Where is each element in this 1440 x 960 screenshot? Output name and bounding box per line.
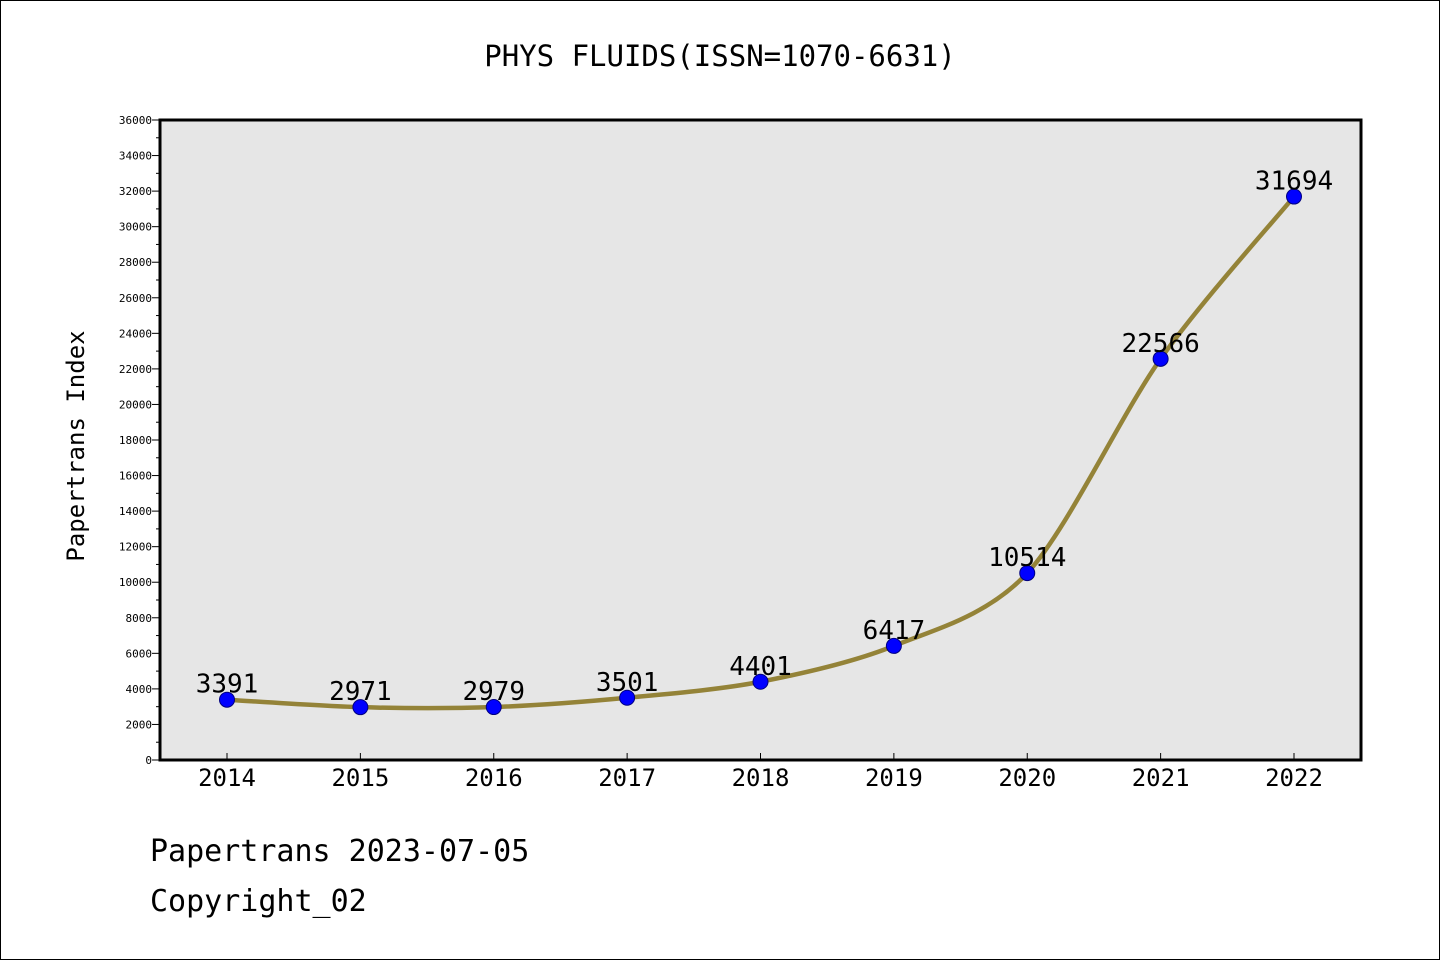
- footer-copyright-text: Copyright_02: [150, 884, 367, 919]
- y-tick-label: 2000: [126, 718, 153, 731]
- data-point-marker: [485, 699, 502, 716]
- x-axis-ticks: 2014 2015 2016 2017 2018 2019 2020 2021 2022: [198, 753, 1323, 792]
- plot-area: [160, 120, 1361, 760]
- data-point-marker: [352, 699, 369, 716]
- data-point-marker: [1286, 188, 1302, 205]
- data-point-marker: [219, 691, 235, 708]
- x-tick-label: 2018: [732, 764, 790, 792]
- data-point-label: 4401: [729, 652, 792, 682]
- y-tick-label: 30000: [119, 221, 152, 234]
- x-tick-label: 2022: [1265, 764, 1323, 792]
- data-point-marker: [1019, 565, 1036, 582]
- plot-border: [158, 118, 1363, 762]
- data-point-label: 2971: [329, 677, 392, 707]
- y-tick-label: 28000: [119, 256, 152, 269]
- y-tick-label: 10000: [119, 576, 152, 589]
- data-point-marker: [1152, 350, 1169, 367]
- data-point-label: 10514: [988, 543, 1066, 573]
- y-tick-label: 34000: [119, 150, 152, 163]
- y-tick-label: 36000: [119, 114, 152, 127]
- x-tick-label: 2021: [1132, 764, 1190, 792]
- x-tick-label: 2014: [198, 764, 256, 792]
- chart-title: PHYS FLUIDS(ISSN=1070-6631): [484, 39, 955, 73]
- data-point-label: 22566: [1121, 329, 1199, 359]
- data-point-marker: [885, 637, 902, 654]
- data-point-label: 3501: [596, 668, 659, 698]
- y-tick-label: 12000: [119, 541, 152, 554]
- y-tick-label: 18000: [119, 434, 152, 447]
- data-point-label: 6417: [863, 616, 926, 646]
- x-tick-label: 2017: [598, 764, 656, 792]
- y-axis-label: Papertrans Index: [62, 330, 90, 561]
- data-point-marker: [619, 689, 636, 706]
- x-tick-label: 2019: [865, 764, 923, 792]
- y-tick-label: 8000: [126, 612, 153, 625]
- data-point-label: 3391: [196, 670, 259, 700]
- y-tick-label: 0: [145, 754, 152, 767]
- y-tick-label: 32000: [119, 185, 152, 198]
- y-tick-label: 24000: [119, 327, 152, 340]
- series-group: [219, 188, 1302, 716]
- x-tick-label: 2020: [998, 764, 1056, 792]
- y-tick-label: 20000: [119, 398, 152, 411]
- y-tick-label: 26000: [119, 292, 152, 305]
- y-tick-label: 14000: [119, 505, 152, 518]
- y-axis-ticks: 0 2000 4000 6000 8000 10000 12000 14000 16000 180…: [119, 114, 160, 767]
- series-line: [224, 194, 1297, 711]
- y-tick-label: 22000: [119, 363, 152, 376]
- data-point-label: 31694: [1255, 167, 1333, 197]
- x-tick-label: 2015: [331, 764, 389, 792]
- data-point-label: 2979: [462, 677, 525, 707]
- footer-date-text: Papertrans 2023-07-05: [150, 834, 530, 869]
- x-tick-label: 2016: [465, 764, 523, 792]
- data-labels-group: 3391 2971 2979 3501 4401 6417 10514 22566 31694: [196, 167, 1333, 708]
- y-tick-label: 4000: [126, 683, 153, 696]
- data-point-marker: [752, 673, 769, 690]
- y-tick-label: 6000: [126, 647, 153, 660]
- y-tick-label: 16000: [119, 470, 152, 483]
